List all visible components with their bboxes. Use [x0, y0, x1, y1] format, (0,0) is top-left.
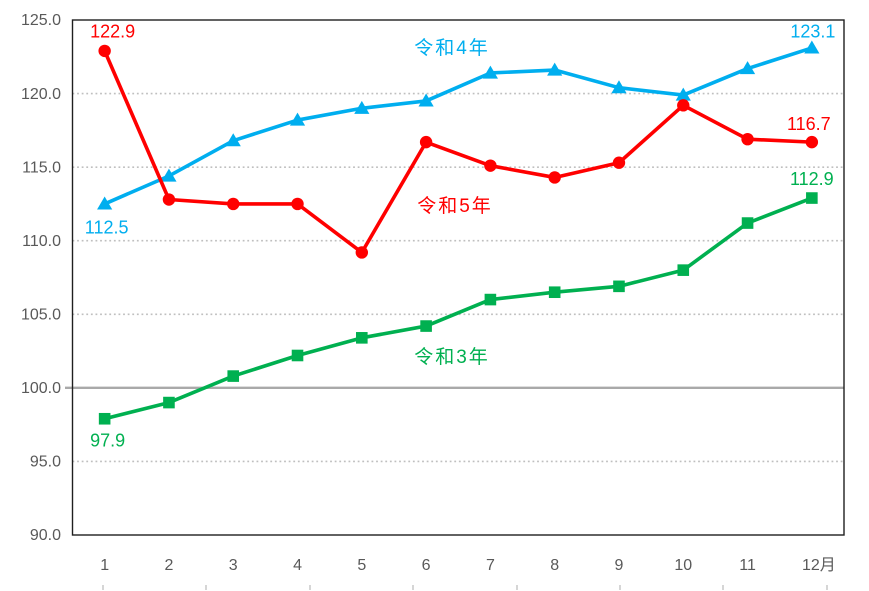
series-name-label-reiwa3: 令和3年: [414, 346, 490, 368]
data-point-reiwa5-m1: [98, 44, 111, 58]
data-label-first-reiwa3: 97.9: [90, 431, 125, 451]
data-point-reiwa3-m7: [484, 293, 497, 306]
data-point-reiwa4-m4: [289, 112, 306, 126]
data-point-reiwa4-m7: [482, 65, 498, 79]
x-tick-label-5: 5: [357, 557, 366, 574]
data-label-first-reiwa4: 112.5: [85, 218, 129, 238]
y-tick-label-105: 105.0: [21, 307, 61, 324]
data-point-reiwa5-m9: [612, 156, 626, 169]
data-label-first-reiwa5: 122.9: [90, 22, 135, 42]
series-name-label-reiwa4: 令和4年: [414, 37, 490, 59]
data-point-reiwa4-m2: [161, 168, 177, 182]
data-point-reiwa5-m4: [291, 197, 304, 211]
data-point-reiwa3-m6: [420, 320, 432, 332]
data-point-reiwa5-m10: [677, 99, 690, 112]
data-label-last-reiwa5: 116.7: [787, 114, 831, 134]
plot-border: [71, 19, 845, 536]
data-point-reiwa3-m8: [548, 286, 561, 299]
data-point-reiwa4-m11: [739, 61, 756, 75]
data-point-reiwa3-m1: [98, 412, 111, 425]
data-point-reiwa4-m12: [804, 40, 820, 54]
data-point-reiwa3-m11: [741, 217, 754, 229]
y-tick-label-125: 125.0: [21, 12, 61, 29]
series-name-label-reiwa5: 令和5年: [417, 195, 493, 217]
data-point-reiwa3-m5: [356, 332, 368, 344]
data-point-reiwa4-m1: [97, 196, 113, 210]
x-tick-label-3: 3: [229, 557, 238, 574]
data-point-reiwa4-m3: [225, 133, 241, 147]
data-point-reiwa5-m8: [548, 171, 561, 184]
y-tick-label-120: 120.0: [21, 86, 61, 103]
data-label-last-reiwa4: 123.1: [790, 22, 835, 42]
x-tick-label-4: 4: [293, 557, 302, 574]
data-point-reiwa3-m12: [806, 192, 818, 204]
data-point-reiwa5-m2: [162, 193, 176, 206]
x-tick-label-10: 10: [674, 557, 692, 574]
y-tick-label-95: 95.0: [30, 454, 61, 471]
series-line-reiwa4: [102, 46, 814, 206]
data-label-last-reiwa3: 112.9: [790, 169, 834, 189]
data-point-reiwa4-m10: [675, 87, 691, 101]
data-point-reiwa3-m3: [227, 370, 240, 382]
data-point-reiwa4-m6: [418, 93, 434, 107]
y-tick-label-100: 100.0: [21, 380, 61, 397]
x-tick-label-2: 2: [164, 557, 173, 574]
data-point-reiwa5-m3: [227, 197, 240, 211]
x-tick-label-1: 1: [100, 557, 109, 574]
y-tick-label-110: 110.0: [22, 233, 61, 250]
x-tick-label-8: 8: [550, 557, 559, 574]
x-tick-label-11: 11: [739, 557, 756, 574]
data-point-reiwa4-m8: [547, 62, 563, 76]
data-point-reiwa5-m7: [484, 159, 497, 172]
x-tick-label-9: 9: [615, 557, 624, 574]
data-point-reiwa3-m2: [163, 396, 175, 409]
data-point-reiwa5-m11: [741, 132, 754, 146]
series-line-reiwa3: [102, 196, 814, 421]
series-line-reiwa5: [102, 49, 814, 255]
data-point-reiwa5-m12: [805, 135, 819, 149]
data-point-reiwa4-m5: [354, 100, 370, 114]
data-point-reiwa3-m4: [291, 349, 304, 362]
data-point-reiwa3-m9: [613, 280, 625, 293]
data-point-reiwa3-m10: [677, 264, 690, 276]
data-point-reiwa5-m5: [355, 246, 369, 259]
y-tick-label-115: 115.0: [22, 159, 61, 176]
data-point-reiwa4-m9: [611, 80, 627, 94]
x-tick-label-6: 6: [422, 557, 431, 574]
data-point-reiwa5-m6: [419, 135, 433, 149]
y-tick-label-90: 90.0: [30, 527, 61, 544]
x-tick-label-7: 7: [486, 557, 495, 574]
x-tick-label-12: 12月: [802, 557, 836, 574]
